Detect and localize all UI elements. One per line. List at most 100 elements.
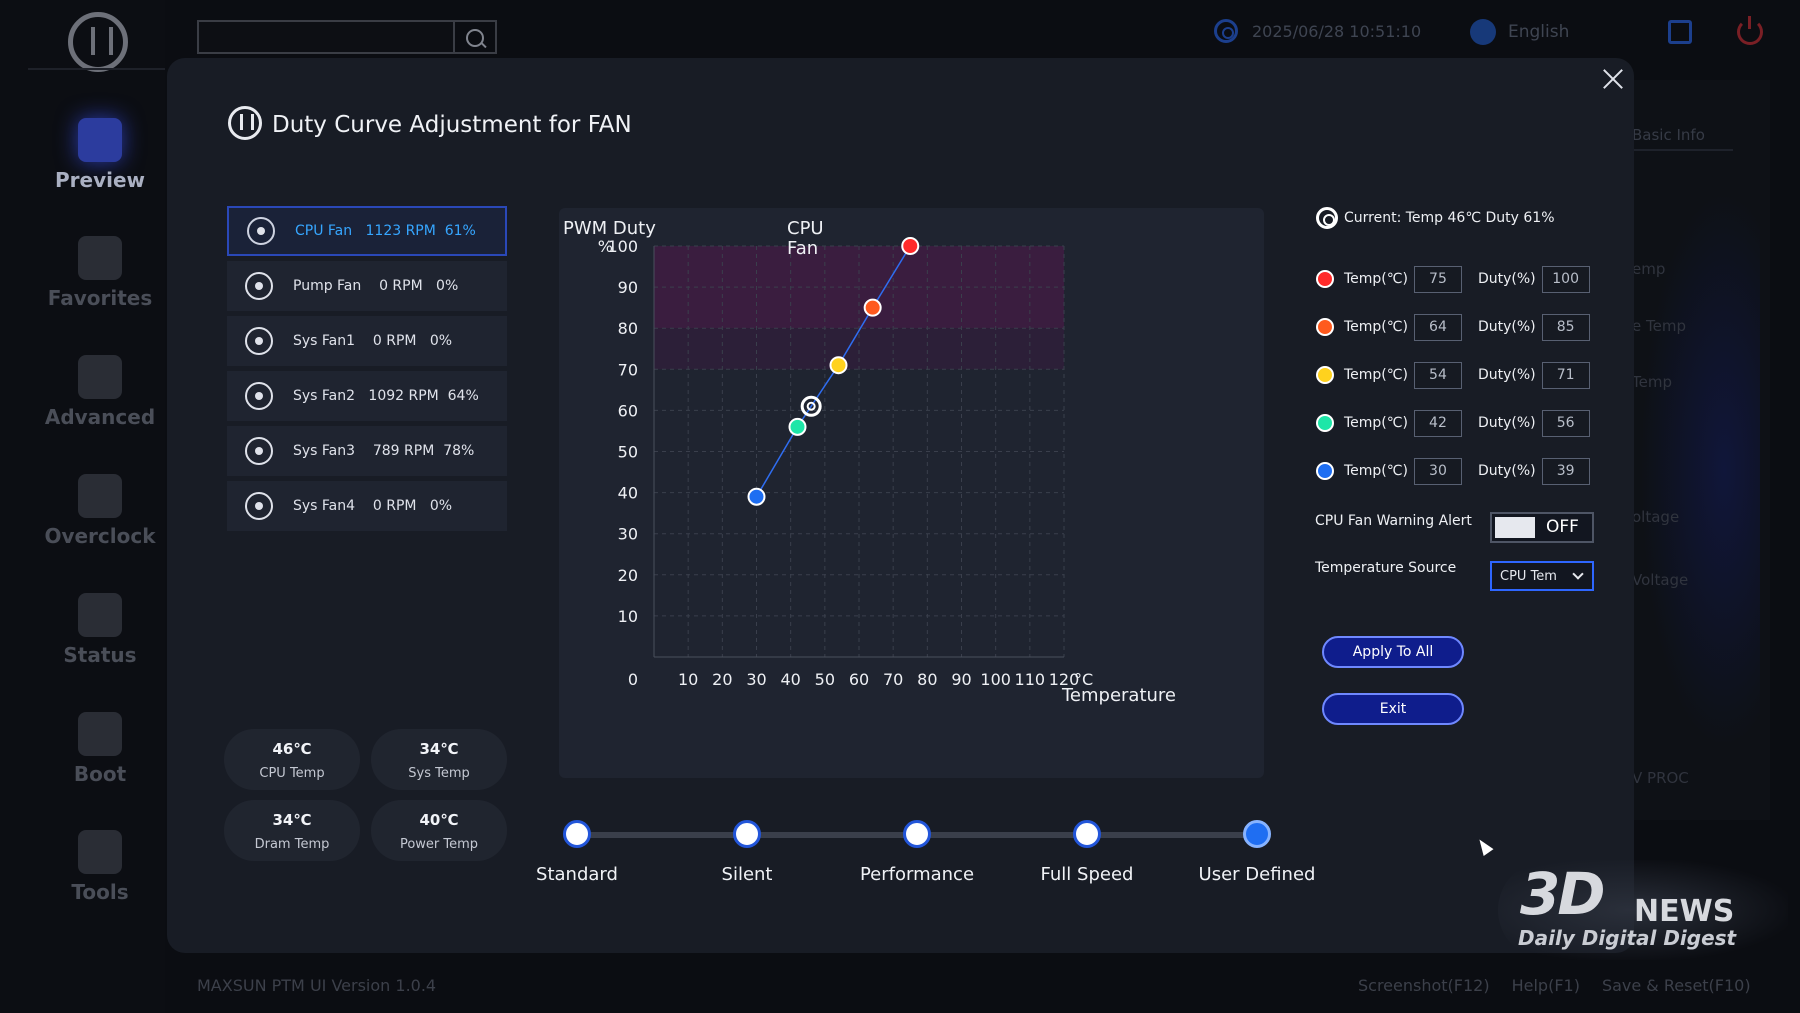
point-row-4: Temp(℃) 42 Duty(%) 56 (1316, 399, 1596, 447)
nav-label: Tools (71, 880, 129, 904)
point-color-dot (1316, 462, 1334, 480)
duty-field[interactable]: 100 (1541, 265, 1590, 293)
tab-basic-info[interactable]: Basic Info (1620, 117, 1733, 151)
y-tick-label: 70 (618, 360, 638, 379)
power-icon[interactable] (1737, 16, 1763, 45)
bg-label: emp (1632, 260, 1666, 278)
select-value: CPU Tem (1500, 569, 1557, 584)
curve-point[interactable] (788, 417, 807, 436)
fan-duty: 0% (429, 498, 453, 514)
fan-icon (245, 327, 273, 355)
watermark-news: NEWS (1634, 894, 1735, 929)
warning-alert-label: CPU Fan Warning Alert (1315, 513, 1472, 529)
background-glow (1640, 190, 1760, 750)
nav-item-status[interactable]: Status (35, 593, 165, 667)
temperature-source-select[interactable]: CPU Tem (1490, 561, 1594, 591)
datetime-display: 2025/06/28 10:51:10 (1214, 19, 1421, 43)
preset-dot (1243, 820, 1271, 848)
fan-curve-chart[interactable]: 0 10 20 30 40 50 60 70 80 90 100 10 20 30 40 50 60 70 80 90… (559, 208, 1264, 778)
dialog-title: Duty Curve Adjustment for FAN (272, 112, 632, 138)
x-tick-label: 70 (883, 670, 903, 689)
temp-field[interactable]: 75 (1413, 265, 1462, 293)
nav-item-advanced[interactable]: Advanced (35, 355, 165, 429)
temp-value: 34℃ (419, 740, 459, 758)
temp-label: Temp(℃) (1344, 463, 1408, 479)
nav-item-overclock[interactable]: Overclock (35, 474, 165, 548)
duty-field[interactable]: 71 (1541, 361, 1590, 389)
x-tick-label: 40 (780, 670, 800, 689)
curve-point[interactable] (747, 487, 766, 506)
ssd-icon (78, 712, 122, 756)
x-tick-label: 100 (980, 670, 1011, 689)
y-axis-title: PWM Duty (563, 218, 656, 239)
search-input[interactable] (197, 20, 455, 54)
exit-button[interactable]: Exit (1322, 693, 1464, 725)
save-reset-button[interactable]: Save & Reset(F10) (1601, 976, 1751, 995)
duty-field[interactable]: 85 (1541, 313, 1590, 341)
star-icon (78, 236, 122, 280)
point-row-3: Temp(℃) 54 Duty(%) 71 (1316, 351, 1596, 399)
curve-point[interactable] (829, 356, 848, 375)
fan-item-sys-fan1[interactable]: Sys Fan1 0 RPM 0% (227, 316, 507, 366)
fan-duty: 0% (436, 278, 459, 294)
nav-item-boot[interactable]: Boot (35, 712, 165, 786)
temp-field[interactable]: 30 (1413, 457, 1462, 485)
fan-duty: 61% (444, 223, 476, 239)
nav-item-preview[interactable]: Preview (35, 118, 165, 192)
fan-item-sys-fan3[interactable]: Sys Fan3 789 RPM 78% (227, 426, 507, 476)
y-tick-label: 20 (618, 566, 638, 585)
duty-field[interactable]: 39 (1541, 457, 1590, 485)
fan-item-cpu-fan[interactable]: CPU Fan 1123 RPM 61% (227, 206, 507, 256)
hammer-icon (78, 830, 122, 874)
temp-field[interactable]: 54 (1413, 361, 1462, 389)
nav-divider (28, 68, 165, 82)
temp-field[interactable]: 42 (1413, 409, 1462, 437)
curve-point[interactable] (901, 237, 920, 255)
nav-item-tools[interactable]: Tools (35, 830, 165, 904)
maxsun-logo (68, 12, 128, 72)
fan-item-sys-fan4[interactable]: Sys Fan4 0 RPM 0% (227, 481, 507, 531)
preset-user-defined[interactable]: User Defined (1172, 820, 1342, 885)
fan-item-pump-fan[interactable]: Pump Fan 0 RPM 0% (227, 261, 507, 311)
nav-label: Advanced (44, 405, 156, 429)
globe-icon (1470, 19, 1496, 45)
nav-item-favorites[interactable]: Favorites (35, 236, 165, 310)
language-selector[interactable]: English (1470, 19, 1569, 45)
warning-alert-toggle[interactable]: OFF (1490, 512, 1594, 543)
y-axis-unit: % (598, 237, 613, 256)
preset-performance[interactable]: Performance (832, 820, 1002, 885)
x-axis-title: Temperature (1061, 685, 1176, 706)
curve-point[interactable] (863, 298, 882, 317)
temp-field[interactable]: 64 (1413, 313, 1462, 341)
apply-to-all-button[interactable]: Apply To All (1322, 636, 1464, 668)
screenshot-button[interactable]: Screenshot(F12) (1358, 976, 1490, 995)
fan-rpm: 1092 RPM (368, 388, 439, 404)
temp-label: Temp(℃) (1344, 319, 1408, 335)
y-tick-label: 60 (618, 401, 638, 420)
duty-label: Duty(%) (1477, 271, 1536, 287)
temp-value: 40℃ (419, 811, 459, 829)
fan-name: CPU Fan (295, 223, 353, 239)
bg-label: V PROC (1632, 769, 1689, 787)
wrench-icon (78, 355, 122, 399)
fan-name: Sys Fan3 (293, 443, 356, 459)
preset-full-speed[interactable]: Full Speed (1002, 820, 1172, 885)
preset-standard[interactable]: Standard (492, 820, 662, 885)
x-tick-label: 110 (1015, 670, 1046, 689)
preset-silent[interactable]: Silent (662, 820, 832, 885)
save-icon[interactable] (1668, 20, 1692, 44)
close-icon[interactable] (1600, 66, 1626, 92)
fan-icon (245, 492, 273, 520)
target-icon (1316, 207, 1338, 229)
x-tick-label: 80 (917, 670, 937, 689)
nav-label: Preview (54, 168, 146, 192)
help-button[interactable]: Help(F1) (1511, 976, 1580, 995)
eye-icon (78, 593, 122, 637)
duty-field[interactable]: 56 (1541, 409, 1590, 437)
preset-label: Silent (721, 864, 773, 885)
preset-dot (903, 820, 931, 848)
preset-dot (733, 820, 761, 848)
search-icon[interactable] (453, 20, 497, 54)
bg-label: oltage (1632, 508, 1680, 526)
fan-item-sys-fan2[interactable]: Sys Fan2 1092 RPM 64% (227, 371, 507, 421)
